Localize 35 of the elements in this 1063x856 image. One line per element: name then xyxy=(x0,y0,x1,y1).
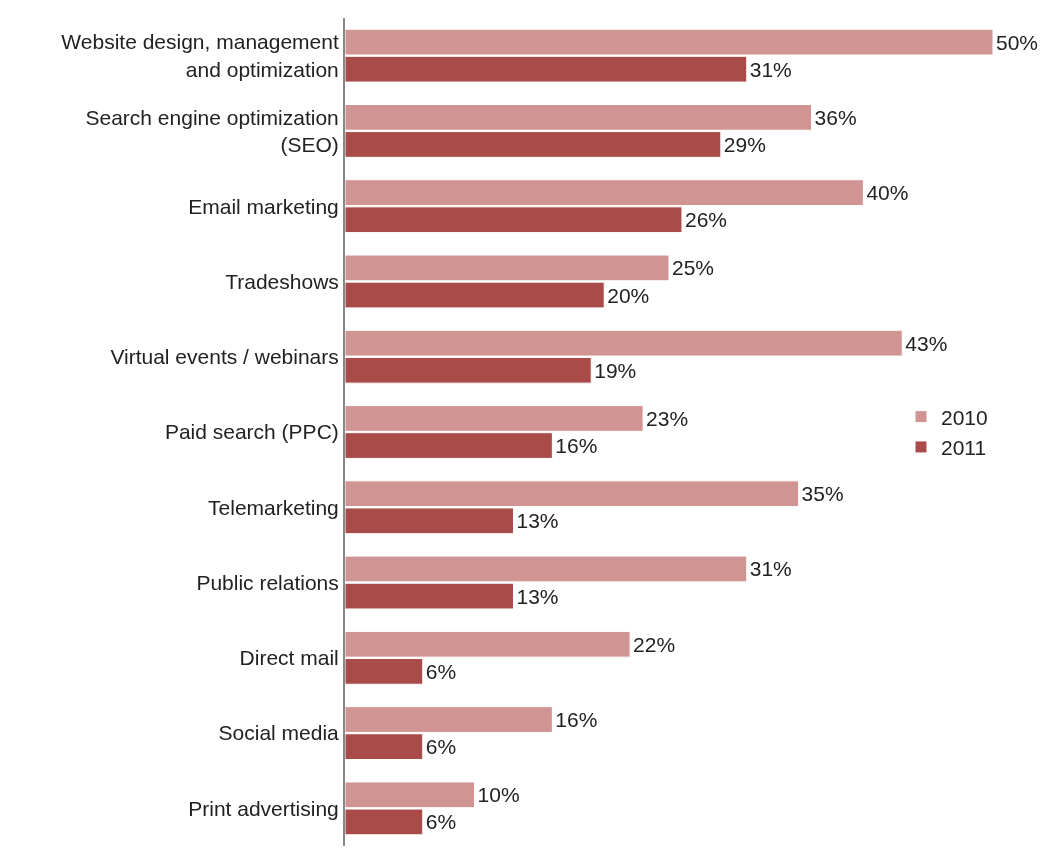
y-tick-label: Search engine optimization (SEO) xyxy=(85,105,339,156)
data-label: 43% xyxy=(905,331,948,355)
y-tick-label: Direct mail xyxy=(239,646,339,670)
data-label: 6% xyxy=(425,735,457,759)
data-label: 6% xyxy=(425,810,457,834)
data-label: 13% xyxy=(516,584,559,608)
data-label: 31% xyxy=(749,557,792,581)
y-tick-label: Tradeshows xyxy=(225,269,339,293)
y-tick-label: Virtual events / webinars xyxy=(110,345,339,369)
data-label: 16% xyxy=(555,708,598,732)
data-label: 22% xyxy=(633,632,676,656)
y-tick-label: Email marketing xyxy=(188,194,339,218)
data-label: 40% xyxy=(866,181,909,205)
y-tick-label: Print advertising xyxy=(188,796,339,820)
data-label: 13% xyxy=(516,509,559,533)
data-label: 19% xyxy=(594,358,637,382)
y-tick-label: Telemarketing xyxy=(208,495,339,519)
data-label: 26% xyxy=(684,208,727,232)
data-label: 31% xyxy=(749,57,792,81)
data-label: 29% xyxy=(723,132,766,156)
y-tick-label: Public relations xyxy=(196,570,339,594)
data-label: 35% xyxy=(801,482,844,506)
data-label: 10% xyxy=(477,783,520,807)
data-label: 50% xyxy=(996,30,1039,54)
data-label: 16% xyxy=(555,434,598,458)
y-tick-label: Website design, management and optimization xyxy=(61,30,339,81)
data-label: 36% xyxy=(814,105,857,129)
y-tick-label: Paid search (PPC) xyxy=(164,420,339,444)
data-label: 20% xyxy=(607,283,650,307)
legend-label: 2010 xyxy=(941,405,988,429)
data-label: 25% xyxy=(672,256,715,280)
y-tick-label: Social media xyxy=(218,721,340,745)
data-label: 6% xyxy=(425,659,457,683)
legend-label: 2011 xyxy=(941,436,987,460)
data-label: 23% xyxy=(646,406,689,430)
